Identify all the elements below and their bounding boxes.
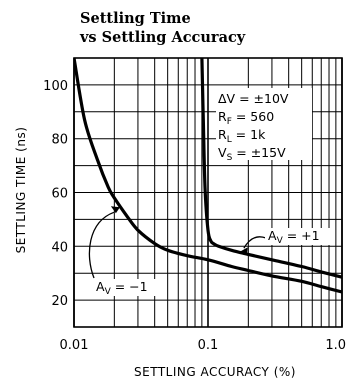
x-tick-labels: 0.01 0.1 1.0 (60, 338, 346, 353)
leader-noninverting (243, 236, 267, 249)
y-tick-label: 60 (51, 187, 68, 202)
condition-text: RL = 1k (218, 127, 266, 145)
arrowhead-inverting (110, 206, 120, 214)
conditions-background (216, 88, 312, 160)
y-axis-label: SETTLING TIME (ns) (14, 127, 28, 254)
y-tick-label: 40 (51, 240, 68, 255)
plot-curves (74, 58, 342, 294)
y-tick-labels: 20 40 60 80 100 (43, 79, 68, 309)
condition-text: VS = ±15V (218, 145, 286, 163)
series-label-inverting: AV = −1 (96, 279, 148, 297)
series-line-1 (200, 58, 342, 279)
curve-annotations: AV = −1 AV = +1 (88, 206, 335, 297)
condition-text: ΔV = ±10V (218, 91, 289, 106)
y-tick-label: 20 (51, 294, 68, 309)
chart-title-line-1: Settling Time (80, 10, 191, 27)
chart-title-line-2: vs Settling Accuracy (79, 29, 246, 46)
condition-text: RF = 560 (218, 109, 274, 127)
x-tick-label: 0.1 (198, 338, 219, 353)
y-tick-label: 80 (51, 133, 68, 148)
plot-frame (73, 57, 343, 328)
x-tick-label: 1.0 (325, 338, 346, 353)
leader-inverting (88, 211, 115, 279)
x-axis-label: SETTLING ACCURACY (%) (134, 365, 296, 379)
series-label-noninverting: AV = +1 (268, 228, 320, 246)
series-label-noninverting-background (265, 228, 335, 245)
series-line-0 (74, 58, 342, 294)
series-label-inverting-background (93, 279, 163, 296)
arrowhead-noninverting (238, 247, 248, 256)
x-tick-label: 0.01 (60, 338, 89, 353)
y-tick-label: 100 (43, 79, 68, 94)
